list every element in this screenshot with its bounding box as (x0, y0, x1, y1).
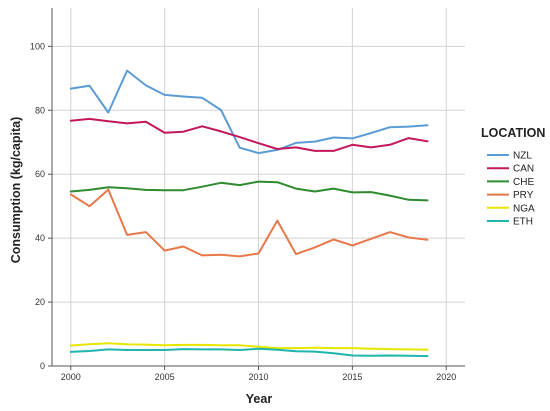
legend-item-pry: PRY (487, 190, 534, 201)
y-tick-label: 20 (35, 297, 45, 307)
y-axis-title: Consumption (kg/capita) (9, 117, 23, 264)
legend-item-eth: ETH (487, 217, 533, 228)
y-tick-label: 80 (35, 105, 45, 115)
legend: LOCATION NZL CAN CHE PRY NGA ETH (481, 126, 545, 228)
y-tick-label: 60 (35, 169, 45, 179)
legend-item-nzl: NZL (487, 151, 532, 162)
legend-label: PRY (513, 190, 534, 201)
x-axis-title: Year (246, 392, 273, 406)
legend-item-che: CHE (487, 177, 534, 188)
x-tick-label: 2020 (436, 372, 456, 382)
legend-label: ETH (513, 217, 533, 228)
series-line-eth (69, 347, 429, 358)
legend-items: NZL CAN CHE PRY NGA ETH (487, 151, 535, 228)
series-layer (69, 69, 429, 358)
series-line-nzl (69, 69, 429, 155)
y-tick-label: 40 (35, 233, 45, 243)
y-tick-label: 100 (30, 41, 45, 51)
legend-label: CHE (513, 177, 534, 188)
legend-item-can: CAN (487, 164, 534, 175)
grid-layer (52, 8, 465, 366)
legend-label: CAN (513, 164, 534, 175)
legend-item-nga: NGA (487, 203, 535, 214)
y-tick-label: 0 (40, 361, 45, 371)
x-tick-label: 2015 (342, 372, 362, 382)
series-line-che (69, 180, 429, 202)
legend-label: NGA (513, 203, 535, 214)
series-line-nga (69, 342, 429, 351)
x-tick-label: 2005 (155, 372, 175, 382)
legend-label: NZL (513, 151, 532, 162)
series-line-pry (69, 188, 429, 258)
tick-layer: 0 20 40 60 80 100 2000 2005 2010 2015 2020 (30, 41, 456, 382)
x-tick-label: 2000 (61, 372, 81, 382)
x-tick-label: 2010 (248, 372, 268, 382)
series-line-can (69, 117, 429, 152)
legend-title: LOCATION (481, 126, 545, 140)
